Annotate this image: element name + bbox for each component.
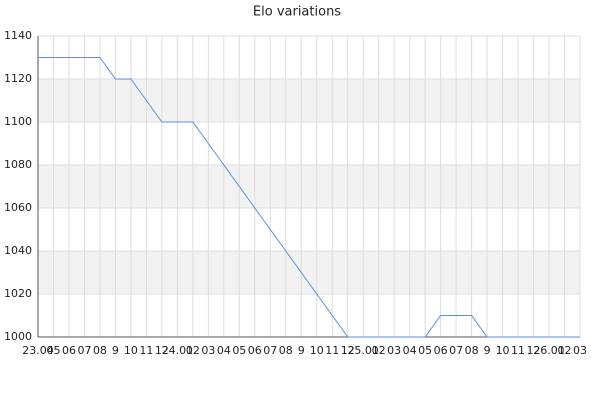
x-tick-label: 9: [484, 344, 491, 357]
x-tick-label: 03: [387, 344, 401, 357]
x-tick-label: 06: [62, 344, 76, 357]
x-tick-label: 12: [155, 344, 169, 357]
grid-band: [38, 251, 580, 294]
y-tick-label: 1000: [4, 330, 32, 343]
x-tick-label: 26.01: [533, 344, 565, 357]
x-tick-label: 10: [124, 344, 138, 357]
x-tick-label: 05: [418, 344, 432, 357]
line: [38, 57, 580, 338]
y-tick-label: 1020: [4, 287, 32, 300]
x-tick-label: 08: [93, 344, 107, 357]
y-tick-label: 1100: [4, 115, 32, 128]
x-tick-label: 07: [77, 344, 91, 357]
x-tick-label: 02: [186, 344, 200, 357]
x-tick-label: 03: [201, 344, 215, 357]
y-tick-label: 1140: [4, 29, 32, 42]
x-tick-label: 08: [279, 344, 293, 357]
x-tick-label: 9: [298, 344, 305, 357]
x-tick-label: 06: [248, 344, 262, 357]
x-tick-label: 23.04: [22, 344, 54, 357]
x-tick-label: 12: [341, 344, 355, 357]
x-tick-label: 03: [573, 344, 587, 357]
x-tick-label: 05: [46, 344, 60, 357]
x-tick-label: 05: [232, 344, 246, 357]
x-tick-label: 11: [325, 344, 339, 357]
grid-band: [38, 79, 580, 122]
x-tick-label: 10: [310, 344, 324, 357]
x-tick-label: 12: [527, 344, 541, 357]
x-tick-label: 24.01: [162, 344, 194, 357]
x-tick-label: 07: [263, 344, 277, 357]
grid-band: [38, 165, 580, 208]
y-tick-label: 1080: [4, 158, 32, 171]
x-tick-label: 9: [112, 344, 119, 357]
x-tick-label: 07: [449, 344, 463, 357]
x-tick-label: 02: [372, 344, 386, 357]
x-tick-label: 04: [217, 344, 231, 357]
y-tick-label: 1060: [4, 201, 32, 214]
x-tick-label: 25.01: [347, 344, 379, 357]
x-tick-label: 10: [496, 344, 510, 357]
y-tick-label: 1120: [4, 72, 32, 85]
x-tick-label: 04: [403, 344, 417, 357]
x-tick-label: 08: [465, 344, 479, 357]
x-tick-label: 06: [434, 344, 448, 357]
x-tick-label: 02: [558, 344, 572, 357]
chart-title: Elo variations: [253, 5, 341, 20]
y-tick-label: 1040: [4, 244, 32, 257]
x-tick-label: 11: [139, 344, 153, 357]
x-tick-label: 11: [511, 344, 525, 357]
